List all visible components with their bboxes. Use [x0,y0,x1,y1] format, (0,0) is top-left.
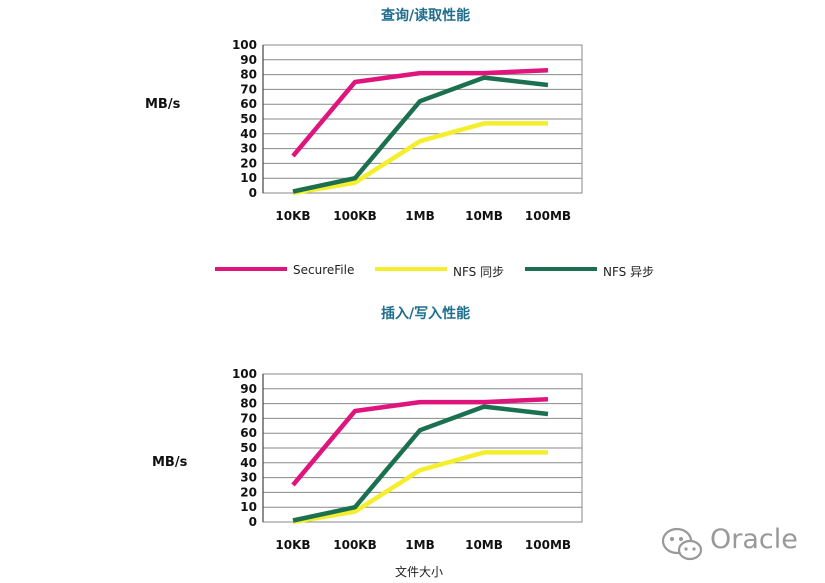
chart-2-y-tick-label: 30 [240,471,257,485]
chart-1-y-tick-label: 20 [240,156,257,170]
chart-2-y-tick-label: 20 [240,485,257,499]
chart-1-y-tick-label: 50 [240,112,257,126]
chart-1-series-line-2 [292,121,548,196]
chart-1-x-tick-label: 10MB [465,209,503,223]
legend-label-nfs-sync: NFS 同步 [453,265,505,279]
chart-1-y-tick-label: 100 [232,38,257,52]
chart-1-series-line-1 [291,67,549,158]
chart-2-x-axis-title: 文件大小 [395,565,444,579]
chart-1-x-tick-label: 10KB [275,209,310,223]
chart-2-x-tick-label: 10MB [465,538,503,552]
chart-2-y-tick-label: 70 [240,411,257,425]
legend-label-nfs-async: NFS 异步 [603,265,655,279]
chart-2-y-tick-label: 80 [240,397,257,411]
chart-2-x-tick-label: 100MB [525,538,571,552]
chart-1-x-tick-label: 1MB [405,209,434,223]
chart-2-y-tick-label: 60 [240,426,257,440]
chart-1-y-tick-label: 70 [240,82,257,96]
chart-2-series-line-2 [292,450,548,525]
legend-swatch-nfs-async [525,267,597,271]
chart-2-y-tick-label: 0 [249,515,257,529]
chart-1-y-tick-label: 60 [240,97,257,111]
chart-1-x-tick-label: 100KB [333,209,377,223]
chart-1-title: 查询/读取性能 [381,8,471,24]
chart-2-title: 插入/写入性能 [381,306,471,322]
chart-1-y-tick-label: 80 [240,68,257,82]
chart-1-y-tick-label: 90 [240,53,257,67]
chart-2-series-line-1 [291,396,549,487]
chart-2-x-tick-label: 10KB [275,538,310,552]
chart-2-y-tick-label: 50 [240,441,257,455]
watermark-text: Oracle [710,524,798,555]
chart-1-y-tick-label: 0 [249,186,257,200]
chart-2-y-tick-label: 10 [240,500,257,514]
chart-2-y-tick-label: 40 [240,456,257,470]
chart-1-y-tick-label: 30 [240,142,257,156]
chart-1-x-tick-label: 100MB [525,209,571,223]
chart-2-y-tick-label: 100 [232,367,257,381]
legend-label-securefile: SecureFile [293,263,355,277]
chart-2-series-line-3 [292,404,549,523]
chart-2-x-tick-label: 100KB [333,538,377,552]
chart-1-y-tick-label: 40 [240,127,257,141]
chart-2-y-axis-label: MB/s [152,455,188,470]
legend-swatch-securefile [215,267,287,271]
chart-1-y-tick-label: 10 [240,171,257,185]
legend-swatch-nfs-sync [375,267,447,271]
chart-2-y-tick-label: 90 [240,382,257,396]
chart-1-series-line-3 [292,75,549,194]
watermark: Oracle [660,520,810,570]
chart-1-y-axis-label: MB/s [145,97,181,112]
chart-2-x-tick-label: 1MB [405,538,434,552]
wechat-icon [661,527,703,561]
legend: SecureFile NFS 同步 NFS 异步 [215,260,695,280]
